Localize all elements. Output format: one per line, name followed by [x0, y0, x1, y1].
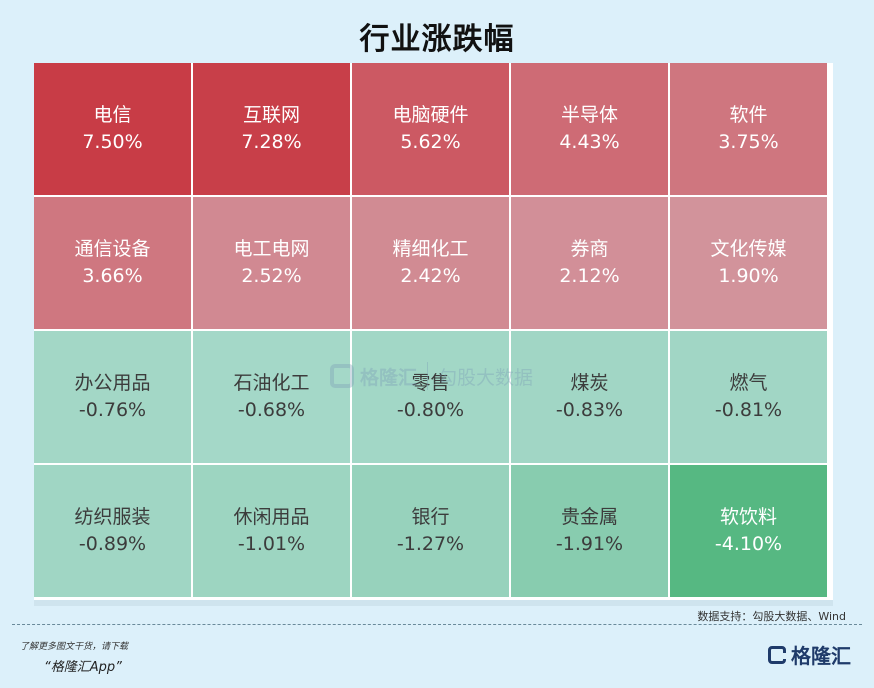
industry-name: 半导体: [560, 104, 618, 126]
industry-tile: 煤炭 -0.83%: [511, 331, 668, 463]
industry-change-percent: -0.89%: [78, 533, 147, 555]
industry-tile: 贵金属 -1.91%: [511, 465, 668, 597]
industry-tile: 休闲用品 -1.01%: [193, 465, 350, 597]
industry-name: 休闲用品: [233, 506, 310, 528]
industry-name: 软件: [729, 104, 768, 126]
industry-change-percent: 1.90%: [718, 265, 779, 287]
industry-tile: 券商 2.12%: [511, 197, 668, 329]
industry-name: 贵金属: [560, 506, 618, 528]
industry-name: 电信: [93, 104, 132, 126]
industry-tile: 银行 -1.27%: [352, 465, 509, 597]
chart-title: 行业涨跌幅: [359, 22, 515, 57]
industry-tile: 电工电网 2.52%: [193, 197, 350, 329]
industry-tile: 精细化工 2.42%: [352, 197, 509, 329]
industry-tile: 办公用品 -0.76%: [34, 331, 191, 463]
industry-change-percent: 2.42%: [400, 265, 461, 287]
industry-name: 银行: [411, 506, 450, 528]
industry-change-percent: -0.83%: [555, 399, 624, 421]
industry-tile: 燃气 -0.81%: [670, 331, 827, 463]
industry-name: 通信设备: [74, 238, 151, 260]
industry-name: 电脑硬件: [392, 104, 469, 126]
industry-name: 燃气: [729, 372, 768, 394]
industry-name: 电工电网: [233, 238, 310, 260]
footer-app-name: “格隆汇App”: [44, 660, 122, 675]
industry-change-percent: 2.52%: [241, 265, 302, 287]
industry-tile: 零售 -0.80%: [352, 331, 509, 463]
industry-name: 互联网: [242, 104, 300, 126]
industry-change-percent: -0.68%: [237, 399, 306, 421]
footer-divider: [12, 624, 862, 625]
industry-tile: 互联网 7.28%: [193, 63, 350, 195]
industry-change-percent: -1.01%: [237, 533, 306, 555]
industry-name: 软饮料: [719, 506, 777, 528]
industry-tile: 电信 7.50%: [34, 63, 191, 195]
industry-change-percent: -1.27%: [396, 533, 465, 555]
industry-change-percent: -1.91%: [555, 533, 624, 555]
industry-name: 办公用品: [74, 372, 151, 394]
industry-change-percent: 2.12%: [559, 265, 620, 287]
industry-tile: 石油化工 -0.68%: [193, 331, 350, 463]
industry-change-percent: -0.80%: [396, 399, 465, 421]
industry-name: 煤炭: [570, 372, 609, 394]
industry-change-percent: 3.75%: [718, 131, 779, 153]
industry-tile: 纺织服装 -0.89%: [34, 465, 191, 597]
industry-tile: 软饮料 -4.10%: [670, 465, 827, 597]
industry-change-percent: 5.62%: [400, 131, 461, 153]
industry-name: 券商: [570, 238, 609, 260]
industry-name: 纺织服装: [74, 506, 151, 528]
industry-change-percent: -4.10%: [714, 533, 783, 555]
footer-note: 了解更多图文干货，请下载: [20, 642, 129, 652]
logo-text: 格隆汇: [791, 644, 851, 668]
industry-name: 文化传媒: [710, 238, 787, 260]
industry-change-percent: -0.76%: [78, 399, 147, 421]
industry-name: 零售: [411, 372, 450, 394]
industry-change-percent: 3.66%: [82, 265, 143, 287]
data-source: 数据支持：勾股大数据、Wind: [697, 610, 846, 623]
industry-tile: 半导体 4.43%: [511, 63, 668, 195]
industry-name: 石油化工: [233, 372, 310, 394]
industry-change-percent: 4.43%: [559, 131, 620, 153]
industry-tile: 文化传媒 1.90%: [670, 197, 827, 329]
industry-grid: 电信 7.50% 互联网 7.28% 电脑硬件 5.62% 半导体 4.43% 软件 3.75% 通…: [34, 63, 833, 604]
brand-logo[interactable]: 格隆汇: [768, 640, 851, 669]
logo-icon: [768, 645, 786, 664]
industry-tile: 通信设备 3.66%: [34, 197, 191, 329]
industry-tile: 软件 3.75%: [670, 63, 827, 195]
industry-change-percent: 7.50%: [82, 131, 143, 153]
industry-name: 精细化工: [392, 238, 469, 260]
grid-bottom-border: [34, 600, 833, 606]
industry-change-percent: -0.81%: [714, 399, 783, 421]
industry-tile: 电脑硬件 5.62%: [352, 63, 509, 195]
industry-change-percent: 7.28%: [241, 131, 302, 153]
